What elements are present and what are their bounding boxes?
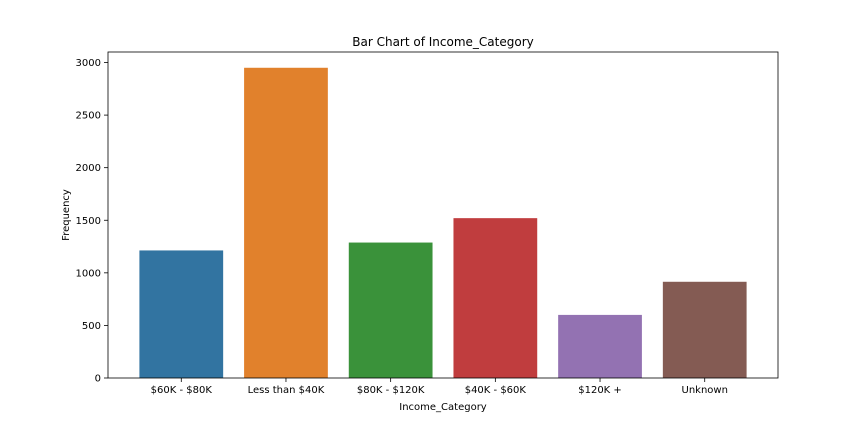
plot-frame [107, 51, 779, 379]
y-tick-label: 2000 [76, 163, 101, 174]
y-tick-label: 1500 [76, 216, 101, 227]
bar [139, 250, 224, 378]
x-tick-label: $120K + [578, 385, 622, 396]
bar [662, 281, 747, 378]
y-axis-label: Frequency [61, 189, 72, 241]
y-tick-label: 1000 [76, 268, 101, 279]
bar [244, 67, 328, 378]
bar [558, 314, 642, 378]
x-tick-label: $40K - $60K [465, 385, 527, 396]
x-tick-label: $60K - $80K [151, 385, 213, 396]
x-tick-label: $80K - $120K [357, 385, 425, 396]
x-tick-label: Unknown [682, 385, 728, 396]
x-tick-label: Less than $40K [248, 385, 325, 396]
y-tick-label: 0 [95, 374, 101, 385]
y-tick-label: 2500 [76, 111, 101, 122]
y-tick-label: 3000 [76, 58, 101, 69]
y-ticks: 0 500 1000 1500 2000 2500 3000 [76, 58, 108, 385]
x-axis-label: Income_Category [399, 402, 487, 413]
bars [139, 67, 747, 378]
y-tick-label: 500 [82, 321, 101, 332]
bar [453, 218, 538, 378]
chart-title: Bar Chart of Income_Category [352, 35, 533, 49]
x-ticks: $60K - $80K Less than $40K $80K - $120K $40… [151, 378, 728, 396]
bar [348, 242, 433, 378]
